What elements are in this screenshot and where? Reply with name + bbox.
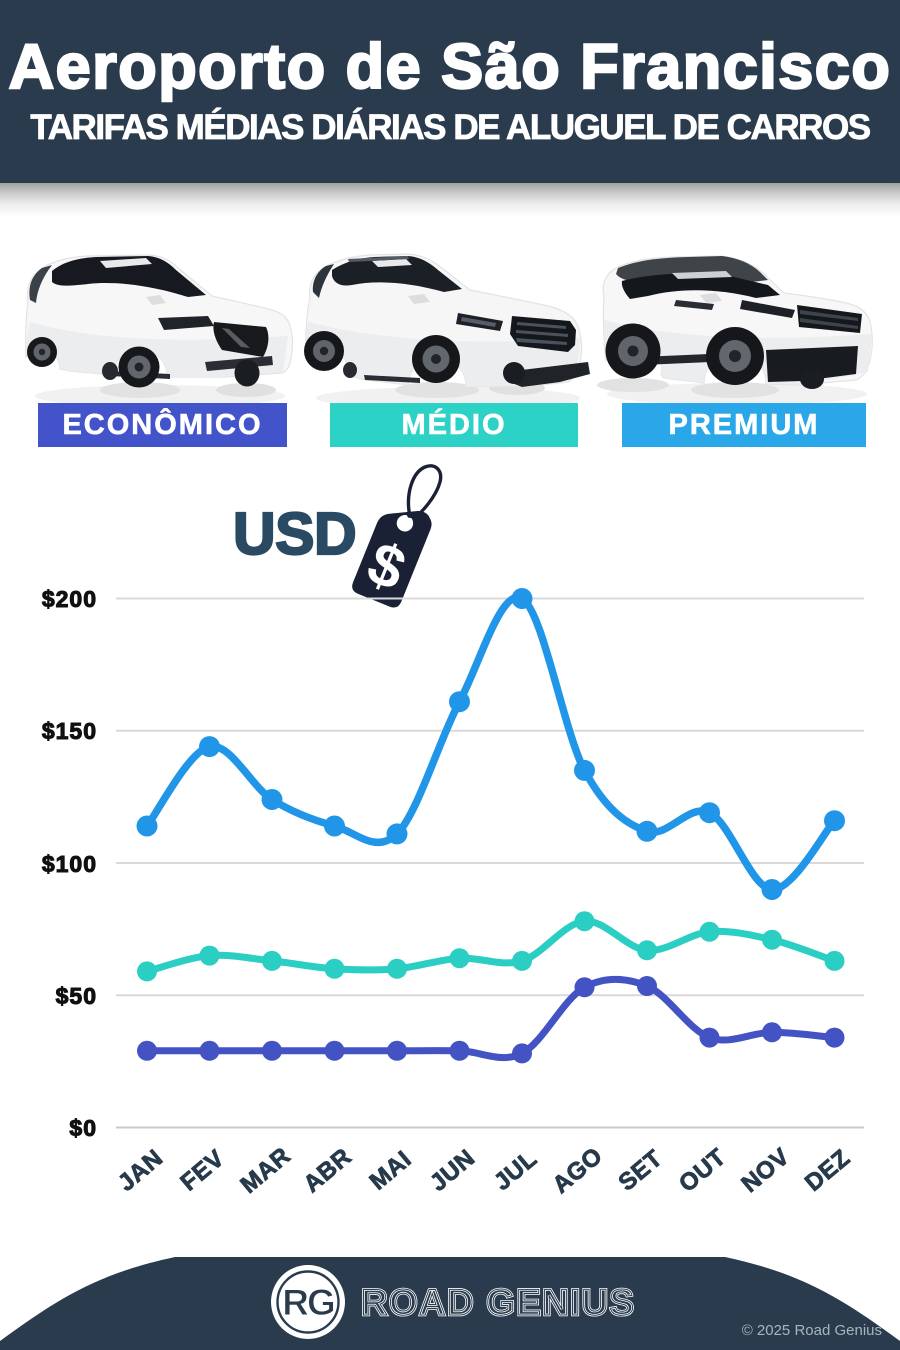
svg-text:RG: RG — [282, 1282, 334, 1323]
svg-text:RG: RG — [282, 1282, 334, 1323]
